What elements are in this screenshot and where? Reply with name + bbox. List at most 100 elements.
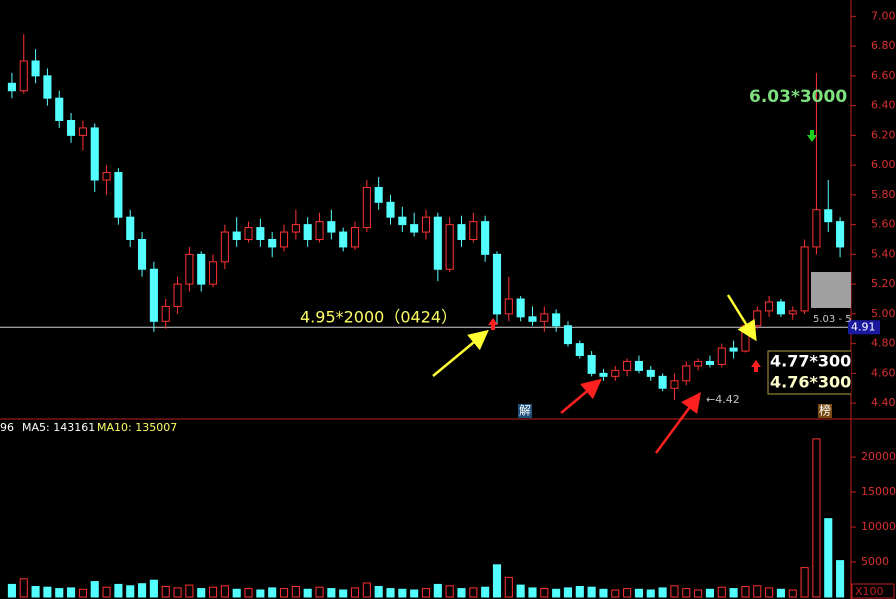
candle-body [185,253,194,285]
volume-bar [682,588,691,598]
volume-bar [350,587,360,598]
y-tick-label: 4.80 [871,337,896,350]
annotation: 4.95*2000（0424） [300,308,457,327]
volume-bar [114,583,123,598]
volume-bar [528,587,537,598]
candle-body [268,238,277,248]
candle-body [138,238,147,270]
volume-bar [765,587,774,598]
candle-body [303,224,312,240]
candle-body [634,360,644,371]
volume-bar [717,586,726,598]
y-tick-label: 15000 [861,485,896,498]
annotation: 6.03*3000 ( [749,87,861,107]
volume-bar [55,588,64,598]
volume-bar [327,588,336,598]
candle-body [741,325,750,352]
volume-bar [78,588,87,598]
volume-bar [812,438,821,598]
candle-body [19,60,28,92]
event-box [518,404,532,418]
y-tick-label: 5.20 [871,277,896,290]
volume-bar [149,579,158,598]
volume-bar [504,576,513,598]
volume-bar [481,586,490,598]
volume-bar [788,589,797,598]
volume-bar [611,589,620,598]
candle-body [705,360,714,365]
volume-bar [634,588,644,598]
candle-body [374,186,383,203]
candle-body [327,221,336,233]
volume-bar [102,586,111,598]
candle-body [220,231,229,263]
candle-body [469,221,478,240]
volume-bar [836,560,845,598]
volume-bar [315,586,324,598]
volume-bar [19,578,28,598]
annotations: 4.95*2000（0424） 6.03*3000 ( 4.77*3000 4.… [300,87,862,454]
sell-marker [807,130,817,142]
volume-bar [800,567,809,598]
volume-bar [729,588,738,598]
candle-body [623,360,632,371]
volume-bar [776,588,785,598]
y-tick-label: 10000 [861,520,896,533]
volume-bar [587,586,596,598]
annotation: 解 [519,404,531,418]
price-label: 4.91 [851,320,876,333]
volume-bar [670,585,679,598]
label-box [767,350,851,395]
y-tick-label: 7.00 [871,9,896,22]
candle-body [812,209,821,248]
volume-bar [279,588,289,598]
volume-bar [90,581,99,598]
candle-body [31,60,40,77]
candle-body [492,253,502,315]
candle-body [563,325,573,345]
price-label-box [848,320,880,335]
candle-body [339,231,348,248]
annotation: 4.76*3000 [770,373,862,392]
annotation: ←4.42 [706,393,740,406]
y-tick-label: 5.40 [871,247,896,260]
volume-bar [303,588,312,598]
volume-bar [232,588,241,598]
volume-bar [694,589,703,598]
candle-body [43,75,52,99]
candle-body [173,283,182,307]
volume-bar [208,586,218,598]
volume-bar [705,588,714,598]
arrow [726,294,757,342]
volume-bar [291,586,300,598]
volume-bar [43,586,52,598]
annotation: 榜 [819,403,831,418]
candle-body [504,298,513,315]
volume-bar [362,582,371,598]
volume-bar [492,564,502,598]
unit-box [851,583,895,599]
event-box [818,404,832,418]
volume-bar [7,583,16,598]
volume-bar [138,583,147,598]
volume-bar [161,586,170,598]
candle-body [126,216,135,240]
candle-body [587,355,596,374]
volume-bar [339,589,348,598]
legend-item: 96 [0,421,14,434]
candle-body [694,360,703,367]
marker-box [811,272,851,308]
volume-bar [126,585,135,598]
arrow [654,391,701,454]
candle-body [433,216,442,270]
y-tick-label: 20000 [861,450,896,463]
volume-bar [599,588,608,598]
volume-bar [457,588,466,598]
annotation: 4.77*3000 [770,352,862,371]
candle-body [776,301,785,315]
candle-body [161,305,170,322]
volume-bar [540,588,549,598]
y-tick-label: 5.00 [871,307,896,320]
volume-bar [185,584,194,598]
